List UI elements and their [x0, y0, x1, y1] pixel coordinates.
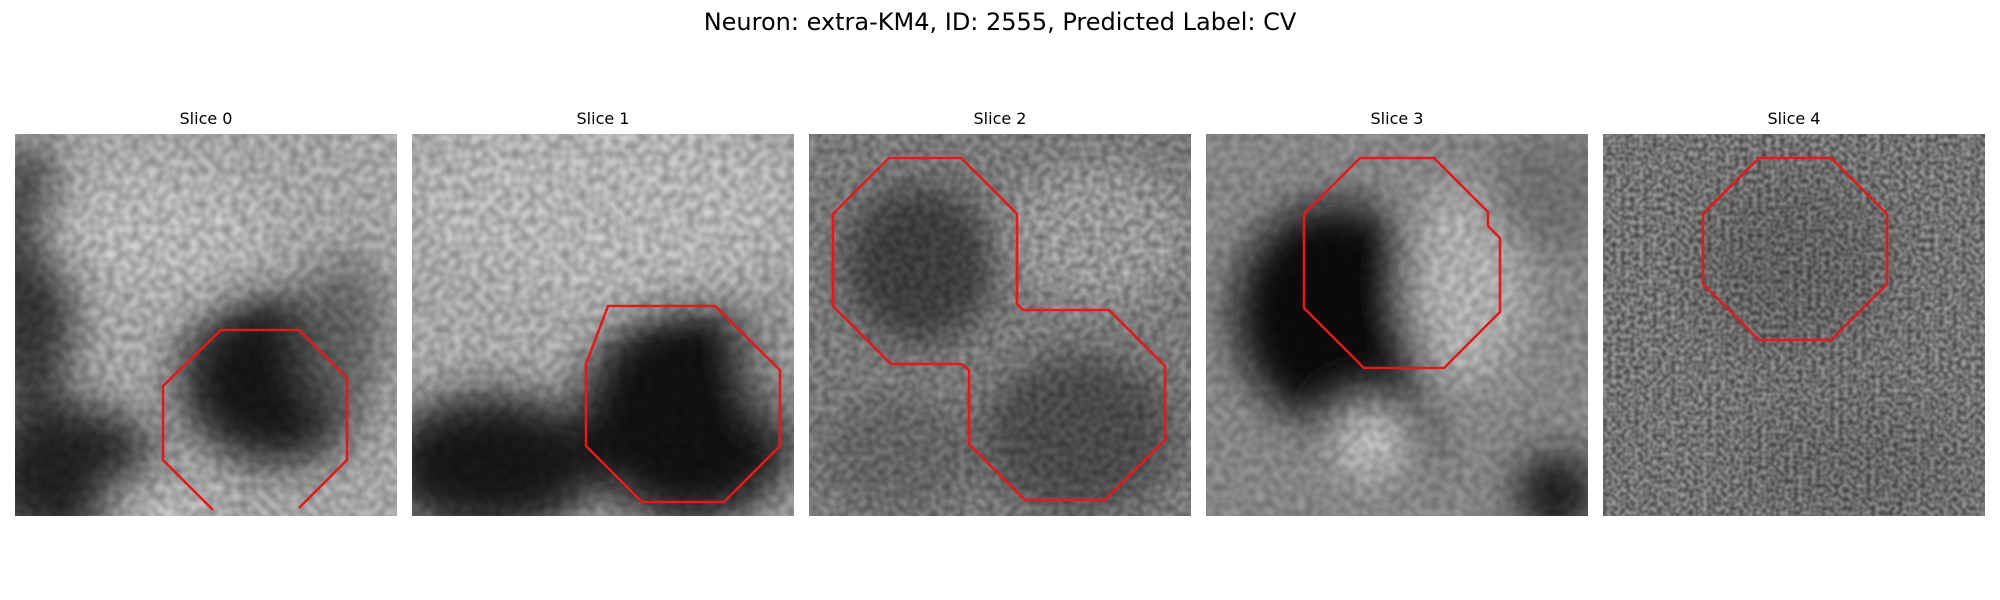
- slice-4-graphic: [1603, 134, 1985, 516]
- slice-1-graphic: [412, 134, 794, 516]
- contour-outline: [584, 304, 782, 504]
- panel-title: Slice 2: [973, 109, 1027, 128]
- contour-outline: [161, 328, 349, 511]
- slice-image: [15, 134, 397, 516]
- contour-outline: [1701, 156, 1889, 342]
- panel-title: Slice 1: [576, 109, 630, 128]
- slice-3-graphic: [1206, 134, 1588, 516]
- contour-outline: [831, 156, 1167, 502]
- panel-title: Slice 3: [1370, 109, 1424, 128]
- panel-title: Slice 0: [179, 109, 233, 128]
- slice-image: [1206, 134, 1588, 516]
- contour-outline: [1302, 156, 1502, 370]
- figure-title: Neuron: extra-KM4, ID: 2555, Predicted L…: [703, 8, 1297, 36]
- panel-title: Slice 4: [1767, 109, 1821, 128]
- slice-2-graphic: [809, 134, 1191, 516]
- slice-0-graphic: [15, 134, 397, 516]
- slice-image: [1603, 134, 1985, 516]
- slice-image: [809, 134, 1191, 516]
- slice-image: [412, 134, 794, 516]
